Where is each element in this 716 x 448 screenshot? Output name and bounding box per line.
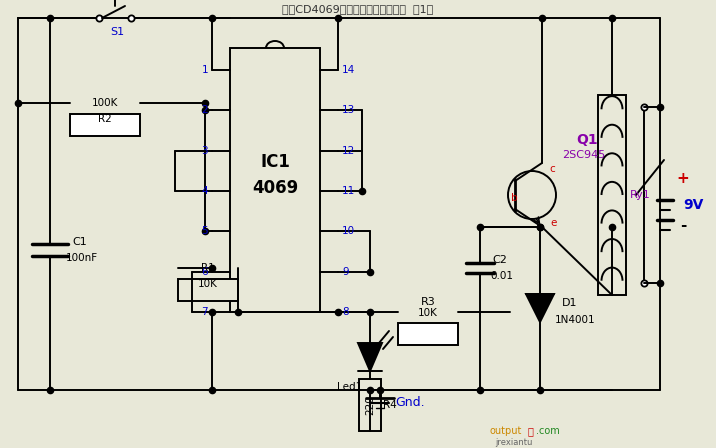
Text: 2SC945: 2SC945 [562, 150, 606, 160]
Text: 14: 14 [342, 65, 355, 75]
Text: c: c [549, 164, 555, 174]
Text: 5: 5 [201, 226, 208, 237]
Polygon shape [358, 343, 382, 371]
Text: 13: 13 [342, 105, 355, 115]
Text: +: + [677, 171, 690, 185]
Text: 6: 6 [201, 267, 208, 277]
Text: 4069: 4069 [252, 179, 298, 197]
Text: 100K: 100K [92, 98, 118, 108]
Text: C1: C1 [72, 237, 87, 247]
Text: Q1: Q1 [576, 133, 598, 147]
Text: 基于CD4069构成的电子开关电路图  第1张: 基于CD4069构成的电子开关电路图 第1张 [282, 4, 434, 14]
Text: Gnd.: Gnd. [395, 396, 425, 409]
Text: jrexiantu: jrexiantu [495, 438, 533, 447]
Text: -: - [679, 217, 686, 233]
Bar [398, 323, 458, 345]
Text: 10K: 10K [418, 308, 438, 318]
Text: IC1: IC1 [260, 153, 290, 171]
Text: 8: 8 [342, 307, 349, 317]
Text: R3: R3 [420, 297, 435, 307]
Text: .com: .com [536, 426, 560, 436]
Text: 220: 220 [365, 395, 375, 415]
Text: 7: 7 [201, 307, 208, 317]
Bar [359, 379, 381, 431]
Text: 0.01: 0.01 [490, 271, 513, 281]
Text: 3: 3 [201, 146, 208, 155]
Text: Led1: Led1 [337, 382, 362, 392]
Text: R2: R2 [98, 114, 112, 124]
Text: b: b [511, 193, 518, 203]
Bar [70, 114, 140, 136]
Text: 100nF: 100nF [66, 253, 98, 263]
Text: C2: C2 [493, 255, 508, 265]
Text: 10: 10 [342, 226, 355, 237]
Bar [230, 48, 320, 312]
Text: 9: 9 [342, 267, 349, 277]
Text: 2: 2 [201, 105, 208, 115]
Text: S1: S1 [110, 27, 124, 37]
Text: 圈: 圈 [528, 426, 534, 436]
Text: R4: R4 [383, 400, 397, 410]
Text: 10K: 10K [198, 279, 218, 289]
Text: 1N4001: 1N4001 [555, 315, 595, 325]
Text: Ry1: Ry1 [629, 190, 650, 200]
Text: D1: D1 [562, 298, 578, 308]
Text: 12: 12 [342, 146, 355, 155]
Text: R1: R1 [201, 263, 215, 273]
Text: output: output [490, 426, 523, 436]
Bar [598, 95, 626, 295]
Text: 4: 4 [201, 186, 208, 196]
Bar [178, 279, 238, 301]
Polygon shape [526, 294, 554, 322]
Text: 1: 1 [201, 65, 208, 75]
Text: 11: 11 [342, 186, 355, 196]
Text: e: e [551, 218, 557, 228]
Text: 9V: 9V [683, 198, 703, 212]
